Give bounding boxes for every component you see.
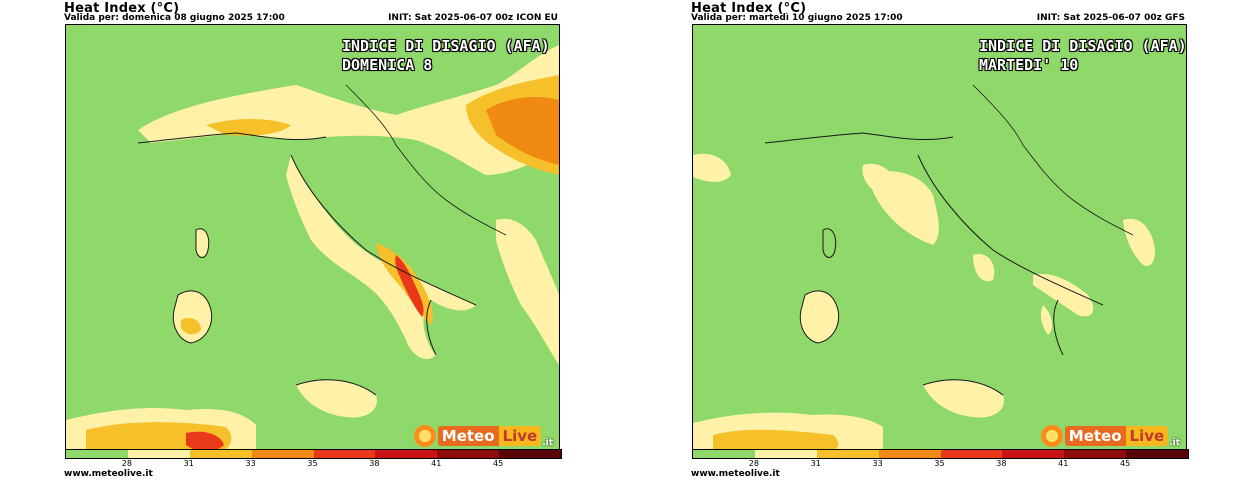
logo-part2: Live (1125, 426, 1169, 446)
init-time: INIT: Sat 2025-06-07 00z GFS (1036, 13, 1185, 23)
valid-time: Valida per: domenica 08 giugno 2025 17:0… (64, 13, 285, 23)
colorbar-swatch (313, 450, 376, 458)
colorbar-swatch (1002, 450, 1065, 458)
colorbar-swatch (940, 450, 1003, 458)
colorbar-ticks: 28 31 33 35 38 41 45 (692, 459, 1187, 471)
colorbar-swatch (66, 450, 128, 458)
colorbar-swatch (499, 450, 561, 458)
colorbar-swatch (437, 450, 500, 458)
valid-time: Valida per: martedì 10 giugno 2025 17:00 (691, 13, 903, 23)
colorbar-tick: 31 (810, 459, 821, 468)
colorbar-swatch (375, 450, 438, 458)
logo-part3: .it (542, 438, 553, 448)
map-graphic (66, 25, 559, 458)
colorbar-swatch (693, 450, 755, 458)
heat-index-map: INDICE DI DISAGIO (AFA) MARTEDI' 10 Mete… (692, 24, 1187, 459)
logo-part3: .it (1169, 438, 1180, 448)
colorbar-tick: 41 (431, 459, 442, 468)
overlay-line2: MARTEDI' 10 (979, 56, 1079, 74)
map-panel-left: Heat Index (°C) Valida per: domenica 08 … (64, 0, 564, 481)
colorbar-tick: 45 (1120, 459, 1131, 468)
sun-icon (413, 425, 436, 447)
colorbar-ticks: 28 31 33 35 38 41 45 (65, 459, 560, 471)
colorbar-swatch (251, 450, 314, 458)
colorbar-tick: 38 (996, 459, 1007, 468)
map-overlay-title: INDICE DI DISAGIO (AFA) DOMENICA 8 (342, 37, 550, 75)
colorbar (692, 449, 1189, 459)
sun-icon (1040, 425, 1063, 447)
colorbar-tick: 28 (121, 459, 132, 468)
chart-title: Heat Index (°C) (64, 1, 180, 16)
overlay-line1: INDICE DI DISAGIO (AFA) (342, 37, 550, 55)
colorbar-tick: 35 (934, 459, 945, 468)
overlay-line1: INDICE DI DISAGIO (AFA) (979, 37, 1187, 55)
footer-url: www.meteolive.it (64, 469, 153, 479)
colorbar (65, 449, 562, 459)
colorbar-swatch (189, 450, 252, 458)
colorbar-swatch (1126, 450, 1188, 458)
heat-index-map: INDICE DI DISAGIO (AFA) DOMENICA 8 Meteo… (65, 24, 560, 459)
footer-url: www.meteolive.it (691, 469, 780, 479)
logo-part1: Meteo (437, 426, 499, 446)
logo-part1: Meteo (1064, 426, 1126, 446)
colorbar-tick: 45 (493, 459, 504, 468)
overlay-line2: DOMENICA 8 (342, 56, 433, 74)
colorbar-swatch (127, 450, 190, 458)
colorbar-tick: 41 (1058, 459, 1069, 468)
meteolive-logo: Meteo Live .it (413, 424, 553, 448)
colorbar-swatch (754, 450, 817, 458)
map-panel-right: Heat Index (°C) Valida per: martedì 10 g… (691, 0, 1191, 481)
colorbar-tick: 28 (748, 459, 759, 468)
colorbar-swatch (816, 450, 879, 458)
colorbar-tick: 31 (183, 459, 194, 468)
map-graphic (693, 25, 1186, 458)
chart-title: Heat Index (°C) (691, 1, 807, 16)
colorbar-tick: 35 (307, 459, 318, 468)
colorbar-tick: 38 (369, 459, 380, 468)
map-overlay-title: INDICE DI DISAGIO (AFA) MARTEDI' 10 (979, 37, 1187, 75)
colorbar-swatch (878, 450, 941, 458)
colorbar-tick: 33 (872, 459, 883, 468)
colorbar-swatch (1064, 450, 1127, 458)
logo-part2: Live (498, 426, 542, 446)
colorbar-tick: 33 (245, 459, 256, 468)
meteolive-logo: Meteo Live .it (1040, 424, 1180, 448)
init-time: INIT: Sat 2025-06-07 00z ICON EU (388, 13, 558, 23)
